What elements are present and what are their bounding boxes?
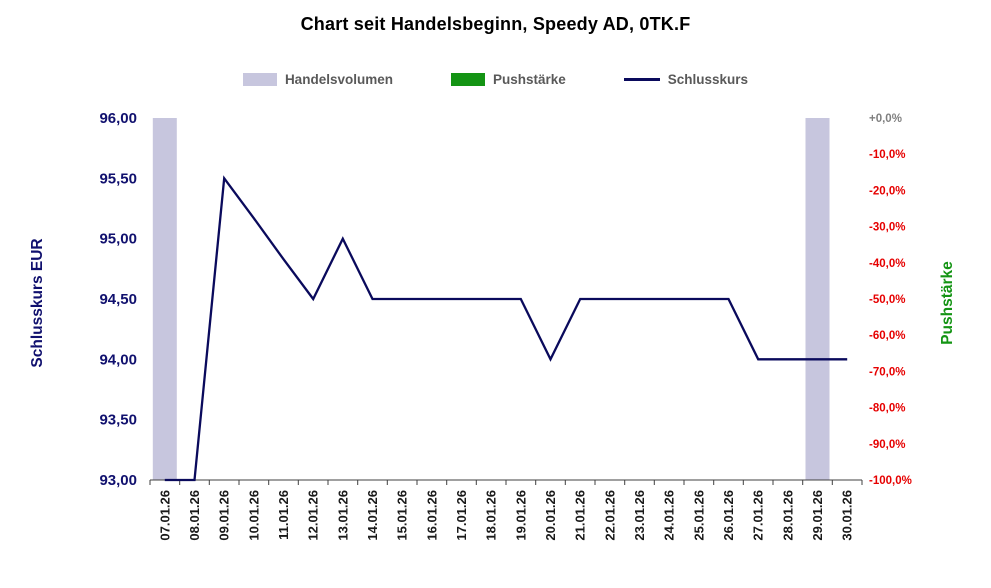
legend-item-pushstaerke: Pushstärke [450,72,566,87]
x-axis-tick-label: 28.01.26 [780,490,795,541]
right-axis-tick-label: -10,0% [869,149,905,161]
x-axis-tick-label: 25.01.26 [691,490,706,541]
left-axis-tick-label: 93,50 [99,412,137,429]
chart-title: Chart seit Handelsbeginn, Speedy AD, 0TK… [300,14,691,34]
x-axis-tick-label: 18.01.26 [484,490,499,541]
legend-label-pushstaerke: Pushstärke [492,72,566,87]
x-axis-tick-label: 14.01.26 [365,490,380,541]
right-axis-tick-label: -70,0% [869,366,905,378]
legend-label-schlusskurs: Schlusskurs [667,72,749,87]
x-axis-tick-label: 21.01.26 [573,490,588,541]
left-axis-tick-label: 95,00 [99,231,137,248]
x-axis-tick-label: 11.01.26 [276,490,291,540]
x-axis-tick-label: 23.01.26 [632,490,647,541]
left-axis-tick-label: 95,50 [99,170,137,187]
right-axis-tick-label: -20,0% [869,185,905,197]
left-axis-title: Schlusskurs EUR [29,238,46,367]
left-axis-tick-label: 94,50 [99,291,137,308]
right-axis-tick-label: -40,0% [869,258,905,270]
x-axis-tick-label: 13.01.26 [335,490,350,541]
right-axis-tick-label: -90,0% [869,439,905,451]
x-axis-tick-label: 29.01.26 [810,490,825,541]
left-axis-tick-label: 94,00 [99,351,137,368]
x-axis-tick-label: 17.01.26 [454,490,469,541]
x-axis-tick-label: 10.01.26 [246,490,261,541]
price-line [164,175,848,482]
legend-item-schlusskurs: Schlusskurs [623,72,749,87]
right-axis-tick-label: -60,0% [869,330,905,342]
x-axis-tick-label: 12.01.26 [306,490,321,541]
x-axis-tick-label: 16.01.26 [424,490,439,541]
left-axis-tick-label: 96,00 [99,110,137,127]
volume-bar [805,118,830,480]
x-axis-tick-label: 09.01.26 [217,490,232,541]
left-axis-tick-label: 93,00 [99,472,137,489]
chart-legend: Handelsvolumen Pushstärke Schlusskurs [0,72,991,87]
x-axis-tick-label: 07.01.26 [157,490,172,541]
legend-item-handelsvolumen: Handelsvolumen [242,72,393,87]
right-axis-tick-label: +0,0% [869,113,902,125]
right-axis-tick-label: -30,0% [869,222,905,234]
x-axis-tick-label: 30.01.26 [840,490,855,541]
legend-label-handelsvolumen: Handelsvolumen [284,72,393,87]
right-axis-tick-label: -100,0% [869,475,912,487]
right-axis-tick-label: -80,0% [869,403,905,415]
x-axis-tick-label: 26.01.26 [721,490,736,541]
right-axis-title: Pushstärke [939,261,956,345]
schlusskurs-swatch-icon [623,78,660,81]
x-axis-tick-label: 19.01.26 [513,490,528,541]
x-axis-tick-label: 24.01.26 [662,490,677,541]
x-axis-tick-label: 22.01.26 [602,490,617,541]
x-axis-tick-label: 08.01.26 [187,490,202,541]
x-axis-tick-label: 20.01.26 [543,490,558,541]
handelsvolumen-swatch-icon [242,73,277,86]
pushstaerke-swatch-icon [450,73,485,86]
volume-bar [152,118,177,480]
x-axis-tick-label: 15.01.26 [395,490,410,541]
x-axis-tick-label: 27.01.26 [751,490,766,541]
right-axis-tick-label: -50,0% [869,294,905,306]
